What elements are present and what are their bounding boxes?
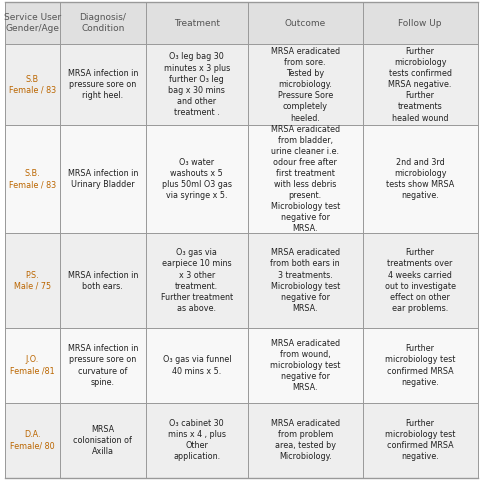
Bar [5, 45, 478, 125]
Text: Further
microbiology test
confirmed MRSA
negative.: Further microbiology test confirmed MRSA… [385, 344, 456, 387]
Text: MRSA eradicated
from problem
area, tested by
Microbiology.: MRSA eradicated from problem area, teste… [271, 419, 340, 461]
Bar [5, 328, 478, 403]
Text: MRSA infection in
pressure sore on
curvature of
spine.: MRSA infection in pressure sore on curva… [68, 344, 138, 387]
Text: Diagnosis/
Condition: Diagnosis/ Condition [79, 13, 126, 34]
Text: D.A.
Female/ 80: D.A. Female/ 80 [10, 430, 55, 450]
Text: S.B.
Female / 83: S.B. Female / 83 [9, 169, 56, 189]
Text: Further
treatments over
4 weeks carried
out to investigate
effect on other
ear p: Further treatments over 4 weeks carried … [384, 248, 456, 313]
Text: P.S.
Male / 75: P.S. Male / 75 [13, 271, 51, 290]
Text: MRSA eradicated
from wound,
microbiology test
negative for
MRSA.: MRSA eradicated from wound, microbiology… [270, 339, 340, 392]
Text: Follow Up: Follow Up [398, 19, 442, 28]
Text: MRSA eradicated
from sore.
Tested by
microbiology.
Pressure Sore
completely
heel: MRSA eradicated from sore. Tested by mic… [271, 47, 340, 122]
Text: O₃ cabinet 30
mins x 4 , plus
Other
application.: O₃ cabinet 30 mins x 4 , plus Other appl… [168, 419, 226, 461]
Text: J.O.
Female /81: J.O. Female /81 [10, 356, 55, 375]
Text: Treatment: Treatment [174, 19, 220, 28]
Text: O₃ water
washouts x 5
plus 50ml O3 gas
via syringe x 5.: O₃ water washouts x 5 plus 50ml O3 gas v… [162, 158, 232, 200]
Bar [5, 125, 478, 233]
Text: MRSA eradicated
from both ears in
3 treatments.
Microbiology test
negative for
M: MRSA eradicated from both ears in 3 trea… [270, 248, 340, 313]
Text: MRSA eradicated
from bladder,
urine cleaner i.e.
odour free after
first treatmen: MRSA eradicated from bladder, urine clea… [271, 124, 340, 233]
Bar [5, 233, 478, 328]
Bar [5, 403, 478, 478]
Text: MRSA infection in
pressure sore on
right heel.: MRSA infection in pressure sore on right… [68, 69, 138, 100]
Text: Service User
Gender/Age: Service User Gender/Age [4, 13, 61, 34]
Text: MRSA
colonisation of
Axilla: MRSA colonisation of Axilla [73, 425, 132, 456]
Bar [5, 2, 478, 45]
Text: O₃ gas via funnel
40 mins x 5.: O₃ gas via funnel 40 mins x 5. [163, 356, 231, 375]
Text: O₃ leg bag 30
minutes x 3 plus
further O₃ leg
bag x 30 mins
and other
treatment : O₃ leg bag 30 minutes x 3 plus further O… [164, 52, 230, 117]
Text: MRSA infection in
both ears.: MRSA infection in both ears. [68, 271, 138, 290]
Text: S.B
Female / 83: S.B Female / 83 [9, 75, 56, 95]
Text: O₃ gas via
earpiece 10 mins
x 3 other
treatment.
Further treatment
as above.: O₃ gas via earpiece 10 mins x 3 other tr… [161, 248, 233, 313]
Text: Further
microbiology test
confirmed MRSA
negative.: Further microbiology test confirmed MRSA… [385, 419, 456, 461]
Text: Outcome: Outcome [285, 19, 326, 28]
Text: Further
microbiology
tests confirmed
MRSA negative.
Further
treatments
healed wo: Further microbiology tests confirmed MRS… [388, 47, 452, 122]
Text: MRSA infection in
Urinary Bladder: MRSA infection in Urinary Bladder [68, 169, 138, 189]
Text: 2nd and 3rd
microbiology
tests show MRSA
negative.: 2nd and 3rd microbiology tests show MRSA… [386, 158, 454, 200]
